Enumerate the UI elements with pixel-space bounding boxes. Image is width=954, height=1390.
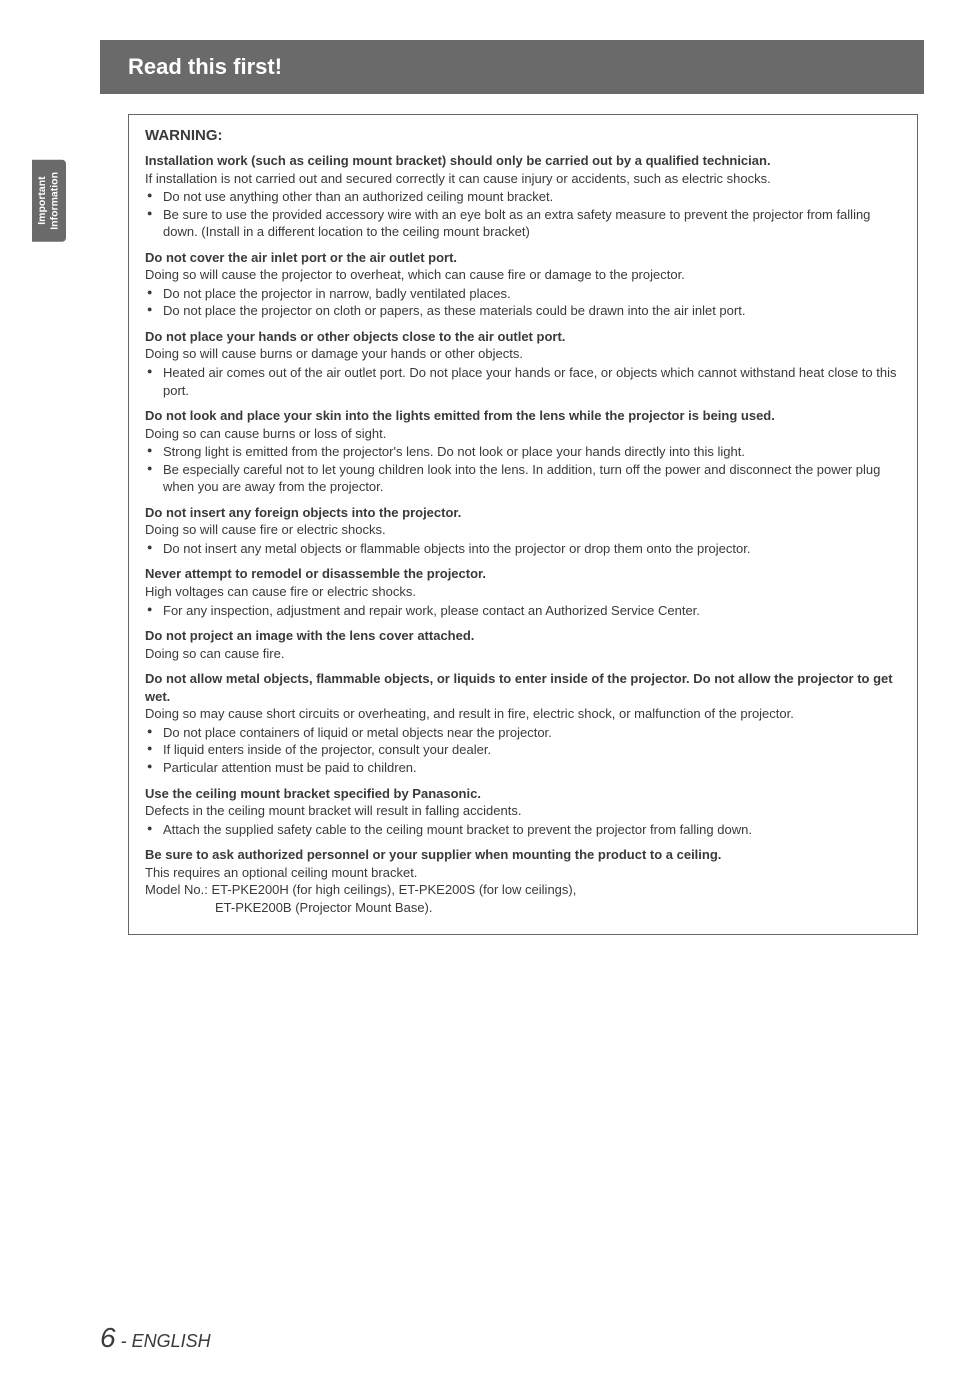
bullet-item: Do not use anything other than an author…	[163, 188, 901, 206]
warning-section: Installation work (such as ceiling mount…	[145, 152, 901, 241]
section-body: Doing so will cause fire or electric sho…	[145, 521, 901, 539]
section-body: This requires an optional ceiling mount …	[145, 864, 901, 882]
bullet-item: If liquid enters inside of the projector…	[163, 741, 901, 759]
page-footer: 6 - ENGLISH	[100, 1322, 211, 1354]
section-heading: Never attempt to remodel or disassemble …	[145, 565, 901, 583]
warning-box: WARNING: Installation work (such as ceil…	[128, 114, 918, 935]
section-bullets: Do not place containers of liquid or met…	[163, 724, 901, 777]
section-bullets: Heated air comes out of the air outlet p…	[163, 364, 901, 399]
section-body: Doing so will cause the projector to ove…	[145, 266, 901, 284]
section-bullets: For any inspection, adjustment and repai…	[163, 602, 901, 620]
warning-section: Use the ceiling mount bracket specified …	[145, 785, 901, 839]
section-body: Doing so will cause burns or damage your…	[145, 345, 901, 363]
bullet-item: Be especially careful not to let young c…	[163, 461, 901, 496]
page-number: 6	[100, 1322, 116, 1353]
section-body: Doing so can cause burns or loss of sigh…	[145, 425, 901, 443]
bullet-item: Attach the supplied safety cable to the …	[163, 821, 901, 839]
warning-sections: Installation work (such as ceiling mount…	[145, 152, 901, 916]
section-heading: Installation work (such as ceiling mount…	[145, 152, 901, 170]
bullet-item: Do not place containers of liquid or met…	[163, 724, 901, 742]
section-body: If installation is not carried out and s…	[145, 170, 901, 188]
section-bullets: Do not insert any metal objects or flamm…	[163, 540, 901, 558]
section-body: Doing so may cause short circuits or ove…	[145, 705, 901, 723]
side-tab-line2: Information	[49, 172, 61, 230]
section-heading: Do not cover the air inlet port or the a…	[145, 249, 901, 267]
model-line: ET-PKE200B (Projector Mount Base).	[215, 899, 901, 917]
warning-section: Be sure to ask authorized personnel or y…	[145, 846, 901, 916]
warning-section: Do not insert any foreign objects into t…	[145, 504, 901, 558]
bullet-item: Be sure to use the provided accessory wi…	[163, 206, 901, 241]
section-body: Defects in the ceiling mount bracket wil…	[145, 802, 901, 820]
side-tab-line1: Important	[36, 177, 48, 225]
warning-title: WARNING:	[145, 127, 901, 144]
bullet-item: Particular attention must be paid to chi…	[163, 759, 901, 777]
bullet-item: For any inspection, adjustment and repai…	[163, 602, 901, 620]
section-heading: Use the ceiling mount bracket specified …	[145, 785, 901, 803]
warning-section: Never attempt to remodel or disassemble …	[145, 565, 901, 619]
section-heading: Do not insert any foreign objects into t…	[145, 504, 901, 522]
section-heading: Be sure to ask authorized personnel or y…	[145, 846, 901, 864]
bullet-item: Do not insert any metal objects or flamm…	[163, 540, 901, 558]
section-bullets: Attach the supplied safety cable to the …	[163, 821, 901, 839]
section-heading: Do not project an image with the lens co…	[145, 627, 901, 645]
warning-section: Do not allow metal objects, flammable ob…	[145, 670, 901, 776]
warning-section: Do not cover the air inlet port or the a…	[145, 249, 901, 320]
page-lang: - ENGLISH	[116, 1331, 211, 1351]
section-body: High voltages can cause fire or electric…	[145, 583, 901, 601]
bullet-item: Do not place the projector in narrow, ba…	[163, 285, 901, 303]
bullet-item: Strong light is emitted from the project…	[163, 443, 901, 461]
model-line: Model No.: ET-PKE200H (for high ceilings…	[145, 881, 901, 899]
warning-section: Do not look and place your skin into the…	[145, 407, 901, 496]
section-heading: Do not look and place your skin into the…	[145, 407, 901, 425]
page-title: Read this first!	[128, 54, 282, 79]
bullet-item: Heated air comes out of the air outlet p…	[163, 364, 901, 399]
page-header: Read this first!	[100, 40, 924, 94]
section-heading: Do not allow metal objects, flammable ob…	[145, 670, 901, 705]
section-bullets: Strong light is emitted from the project…	[163, 443, 901, 496]
section-heading: Do not place your hands or other objects…	[145, 328, 901, 346]
section-bullets: Do not use anything other than an author…	[163, 188, 901, 241]
side-tab: Important Information	[32, 160, 66, 242]
warning-section: Do not place your hands or other objects…	[145, 328, 901, 399]
section-bullets: Do not place the projector in narrow, ba…	[163, 285, 901, 320]
bullet-item: Do not place the projector on cloth or p…	[163, 302, 901, 320]
section-body: Doing so can cause fire.	[145, 645, 901, 663]
warning-section: Do not project an image with the lens co…	[145, 627, 901, 662]
